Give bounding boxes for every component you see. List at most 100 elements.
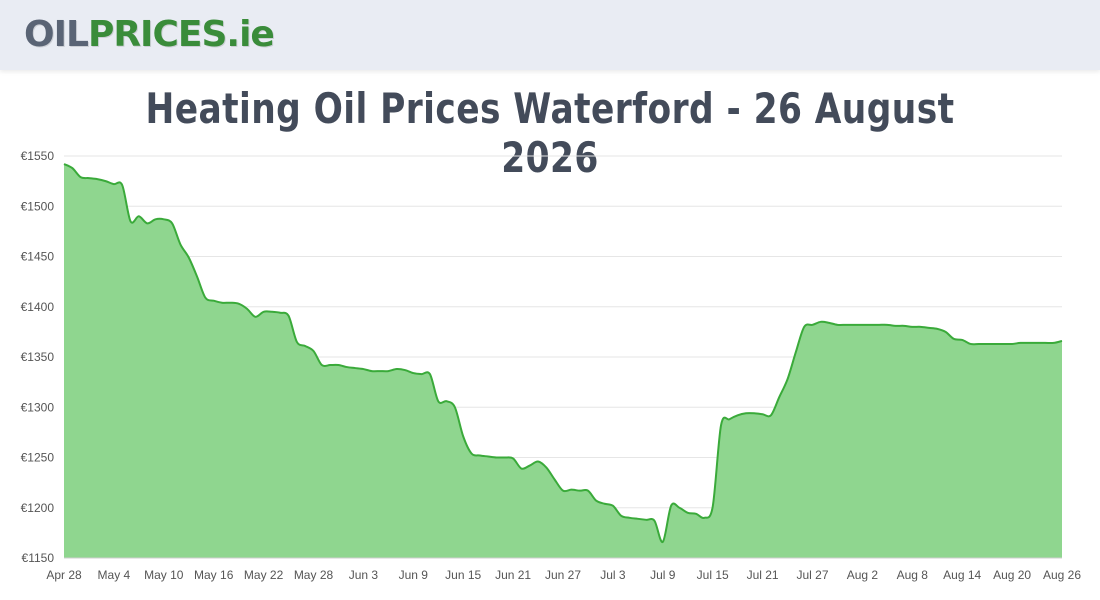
- data-point: [878, 324, 880, 326]
- data-point: [720, 424, 722, 426]
- y-tick-label: €1250: [21, 451, 55, 465]
- data-point: [254, 316, 256, 318]
- data-point: [695, 513, 697, 515]
- data-point: [886, 324, 888, 326]
- data-point: [737, 414, 739, 416]
- x-tick-label: Aug 14: [943, 568, 981, 582]
- data-point: [130, 220, 132, 222]
- site-logo[interactable]: OILPRICES.ie: [24, 14, 275, 56]
- data-point: [579, 490, 581, 492]
- data-point: [703, 517, 705, 519]
- logo-oil-text: OIL: [24, 14, 89, 55]
- data-point: [753, 412, 755, 414]
- data-point: [762, 413, 764, 415]
- data-point: [604, 503, 606, 505]
- data-point: [113, 183, 115, 185]
- data-point: [986, 343, 988, 345]
- data-point: [520, 468, 522, 470]
- data-point: [861, 324, 863, 326]
- data-point: [529, 465, 531, 467]
- data-point: [895, 325, 897, 327]
- x-tick-label: Jul 27: [796, 568, 828, 582]
- data-point: [421, 373, 423, 375]
- data-point: [936, 328, 938, 330]
- data-point: [903, 325, 905, 327]
- data-point: [587, 490, 589, 492]
- data-point: [229, 302, 231, 304]
- data-point: [337, 364, 339, 366]
- data-point: [279, 312, 281, 314]
- data-point: [429, 373, 431, 375]
- data-point: [304, 345, 306, 347]
- data-point: [371, 370, 373, 372]
- data-point: [845, 324, 847, 326]
- data-point: [146, 222, 148, 224]
- data-point: [213, 300, 215, 302]
- data-point: [504, 457, 506, 459]
- data-point: [928, 327, 930, 329]
- data-point: [1053, 342, 1055, 344]
- data-point: [712, 506, 714, 508]
- data-point: [96, 178, 98, 180]
- data-point: [612, 505, 614, 507]
- x-tick-label: Apr 28: [46, 568, 82, 582]
- data-point: [479, 454, 481, 456]
- data-point: [745, 412, 747, 414]
- data-point: [263, 311, 265, 313]
- data-point: [387, 370, 389, 372]
- data-point: [828, 322, 830, 324]
- data-point: [379, 370, 381, 372]
- data-point: [728, 418, 730, 420]
- data-point: [770, 414, 772, 416]
- x-tick-label: Jul 3: [600, 568, 626, 582]
- data-point: [1036, 342, 1038, 344]
- data-point: [670, 505, 672, 507]
- data-point: [446, 400, 448, 402]
- data-point: [687, 512, 689, 514]
- data-point: [836, 324, 838, 326]
- x-tick-label: Jul 9: [650, 568, 676, 582]
- y-tick-label: €1300: [21, 400, 55, 414]
- page-title: Heating Oil Prices Waterford - 26 August…: [145, 84, 955, 182]
- data-point: [288, 315, 290, 317]
- data-point: [313, 350, 315, 352]
- data-point: [412, 372, 414, 374]
- x-tick-label: Jun 21: [495, 568, 531, 582]
- price-area-chart: €1150 €1200 €1250 €1300 €1350 €1400 €1450 €1500…: [21, 149, 1082, 582]
- data-point: [163, 218, 165, 220]
- data-point: [595, 500, 597, 502]
- data-point: [80, 176, 82, 178]
- data-point: [121, 184, 123, 186]
- data-point: [495, 457, 497, 459]
- data-point: [238, 303, 240, 305]
- data-point: [1011, 343, 1013, 345]
- y-tick-label: €1550: [21, 149, 55, 163]
- data-point: [462, 435, 464, 437]
- data-point: [487, 456, 489, 458]
- data-point: [246, 308, 248, 310]
- data-point: [961, 339, 963, 341]
- data-point: [853, 324, 855, 326]
- y-tick-label: €1450: [21, 250, 55, 264]
- data-point: [63, 163, 65, 165]
- data-point: [1044, 342, 1046, 344]
- data-point: [171, 222, 173, 224]
- data-point: [454, 406, 456, 408]
- x-tick-label: Jun 3: [349, 568, 379, 582]
- data-point: [803, 326, 805, 328]
- data-point: [196, 276, 198, 278]
- data-point: [354, 367, 356, 369]
- data-point: [329, 364, 331, 366]
- price-line: [63, 163, 1063, 543]
- logo-prices-text: PRICES: [87, 14, 227, 55]
- y-tick-label: €1150: [22, 551, 55, 565]
- y-tick-label: €1200: [21, 501, 55, 515]
- x-tick-label: Jul 15: [697, 568, 729, 582]
- data-point: [653, 520, 655, 522]
- data-point: [920, 326, 922, 328]
- x-tick-label: Jun 9: [399, 568, 429, 582]
- data-point: [138, 215, 140, 217]
- x-tick-label: Aug 8: [897, 568, 929, 582]
- data-point: [945, 331, 947, 333]
- x-tick-label: Aug 20: [993, 568, 1031, 582]
